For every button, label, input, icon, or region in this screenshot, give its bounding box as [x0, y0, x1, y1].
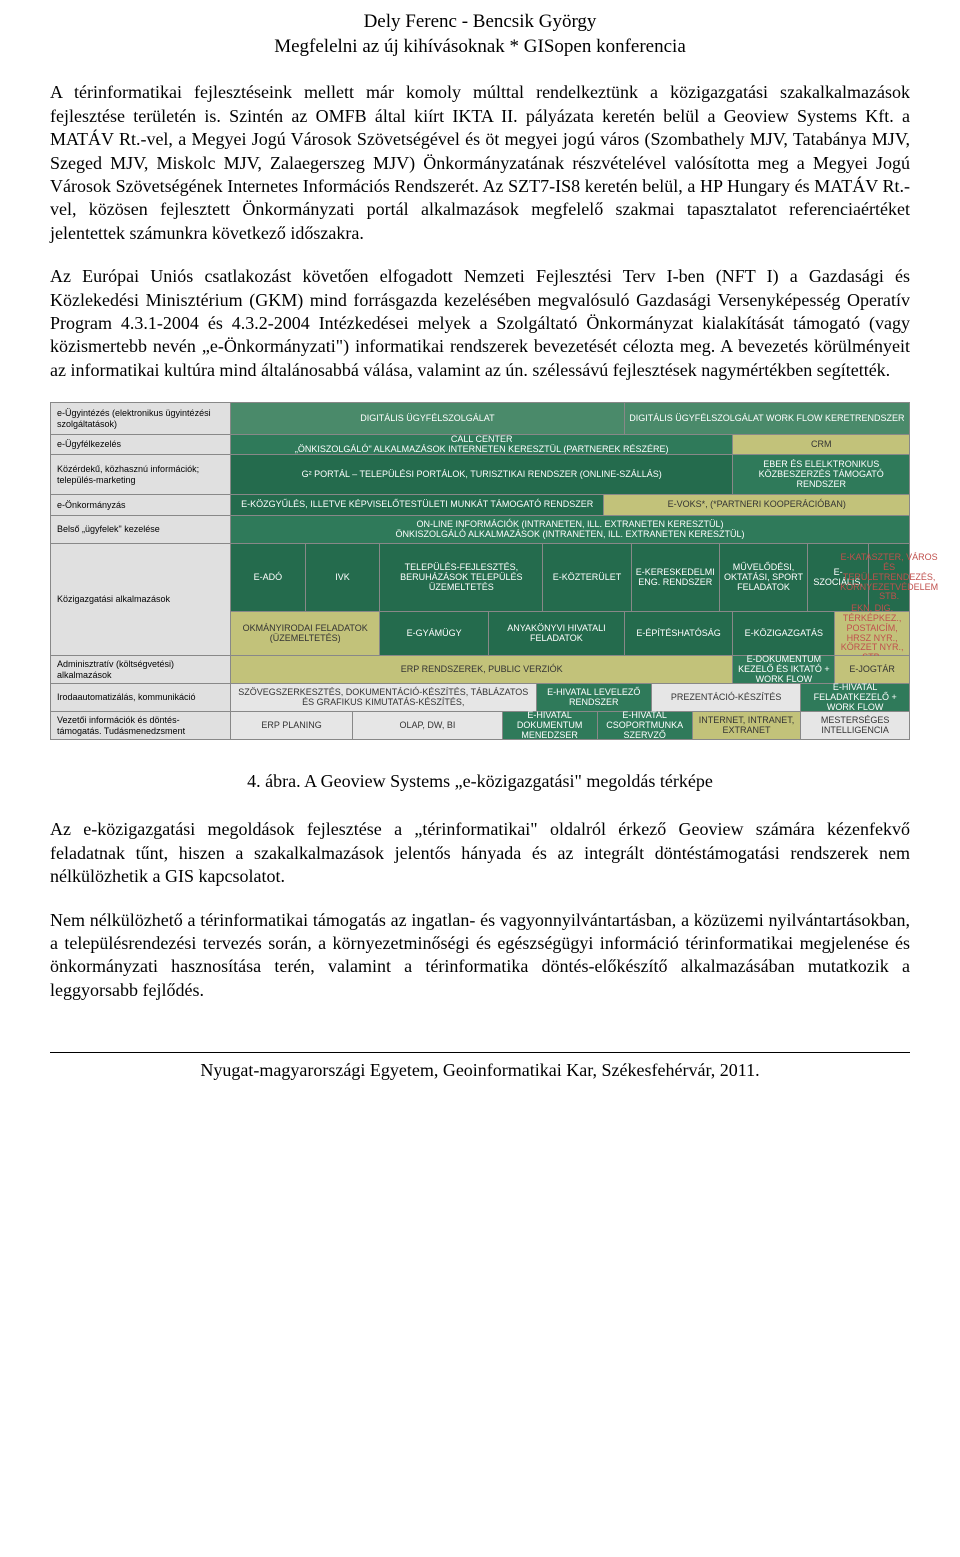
solution-map-diagram: e-Ügyintézés (elektronikus ügyintézési s… [50, 402, 910, 740]
diagram-cell: E-KÖZIGAZGATÁS [733, 612, 835, 656]
diagram-cell: E-GYÁMÜGY [380, 612, 489, 656]
paragraph-3: Az e-közigazgatási megoldások fejlesztés… [50, 818, 910, 888]
header-title: Megfelelni az új kihívásoknak * GISopen … [50, 35, 910, 60]
diagram-right-grid: DIGITÁLIS ÜGYFÉLSZOLGÁLATDIGITÁLIS ÜGYFÉ… [231, 403, 910, 740]
diagram-cell: E-ÉPÍTÉSHATÓSÁG [625, 612, 734, 656]
diagram-category: e-Önkormányzás [51, 495, 231, 516]
diagram-cell: E-KERESKEDELMI ENG. RENDSZER [632, 544, 720, 612]
diagram-cell: TELEPÜLÉS-FEJLESZTÉS, BERUHÁZÁSOK TELEPÜ… [380, 544, 543, 612]
footer-text: Nyugat-magyarországi Egyetem, Geoinforma… [50, 1059, 910, 1082]
diagram-left-categories: e-Ügyintézés (elektronikus ügyintézési s… [51, 403, 231, 740]
diagram-cell: MESTERSÉGES INTELLIGENCIA [801, 712, 910, 740]
diagram-cell: E-HIVATAL DOKUMENTUM MENEDZSER [503, 712, 598, 740]
diagram-cell: EBER ÉS ELELKTRONIKUS KÖZBESZERZÉS TÁMOG… [733, 455, 910, 495]
header-author: Dely Ferenc - Bencsik György [50, 10, 910, 35]
diagram-cell: IVK [306, 544, 381, 612]
footer-rule [50, 1052, 910, 1053]
diagram-cell: SZÖVEGSZERKESZTÉS, DOKUMENTÁCIÓ-KÉSZÍTÉS… [231, 684, 537, 712]
diagram-cell: EKN, DIG. TÉRKÉPKEZ., POSTAICÍM, HRSZ NY… [835, 612, 910, 656]
diagram-category: Irodaautomatizálás, kommunikáció [51, 684, 231, 712]
diagram-cell: CRM [733, 435, 910, 455]
diagram-cell: ERP PLANING [231, 712, 353, 740]
diagram-cell: DIGITÁLIS ÜGYFÉLSZOLGÁLAT WORK FLOW KERE… [625, 403, 910, 435]
diagram-category: Adminisztratív (költségvetési) alkalmazá… [51, 656, 231, 684]
diagram-category: e-Ügyfélkezelés [51, 435, 231, 455]
diagram-cell: DIGITÁLIS ÜGYFÉLSZOLGÁLAT [231, 403, 625, 435]
diagram-cell: PREZENTÁCIÓ-KÉSZÍTÉS [652, 684, 801, 712]
diagram-cell: E-KATASZTER, VÁROS ÉS TERÜLETRENDEZÉS, K… [869, 544, 910, 612]
diagram-cell: OKMÁNYIRODAI FELADATOK (ÜZEMELTETÉS) [231, 612, 380, 656]
diagram-cell: E-HIVATAL LEVELEZŐ RENDSZER [537, 684, 652, 712]
diagram-cell: E-KÖZGYŰLÉS, ILLETVE KÉPVISELŐTESTÜLETI … [231, 495, 604, 516]
diagram-cell: E-KÖZTERÜLET [543, 544, 631, 612]
diagram-cell: E-JOGTÁR [835, 656, 910, 684]
diagram-cell: E-VOKS*, (*PARTNERI KOOPERÁCIÓBAN) [604, 495, 910, 516]
diagram-category: Közérdekű, közhasznú információk; telepü… [51, 455, 231, 495]
diagram-category: Belső „ügyfelek" kezelése [51, 516, 231, 544]
diagram-cell: ANYAKÖNYVI HIVATALI FELADATOK [489, 612, 625, 656]
paragraph-2: Az Európai Uniós csatlakozást követően e… [50, 265, 910, 382]
diagram-category: Vezetői információk és döntés-támogatás.… [51, 712, 231, 740]
diagram-cell: E-DOKUMENTUM KEZELŐ ÉS IKTATÓ + WORK FLO… [733, 656, 835, 684]
diagram-cell: MŰVELŐDÉSI, OKTATÁSI, SPORT FELADATOK [720, 544, 808, 612]
diagram-cell: CALL CENTER „ÖNKISZOLGÁLÓ" ALKALMAZÁSOK … [231, 435, 733, 455]
diagram-cell: INTERNET, INTRANET, EXTRANET [693, 712, 802, 740]
diagram-cell: E-HIVATAL CSOPORTMUNKA SZERVZŐ [598, 712, 693, 740]
diagram-cell: E-HIVATAL FELADATKEZELŐ + WORK FLOW [801, 684, 910, 712]
figure-caption: 4. ábra. A Geoview Systems „e-közigazgat… [50, 770, 910, 793]
paragraph-1: A térinformatikai fejlesztéseink mellett… [50, 81, 910, 245]
diagram-cell: ERP RENDSZEREK, PUBLIC VERZIÓK [231, 656, 733, 684]
diagram-cell: G² PORTÁL – TELEPÜLÉSI PORTÁLOK, TURISZT… [231, 455, 733, 495]
paragraph-4: Nem nélkülözhető a térinformatikai támog… [50, 909, 910, 1003]
diagram-cell: ON-LINE INFORMÁCIÓK (INTRANETEN, ILL. EX… [231, 516, 910, 544]
diagram-category: e-Ügyintézés (elektronikus ügyintézési s… [51, 403, 231, 435]
diagram-cell: OLAP, DW, BI [353, 712, 502, 740]
diagram-category: Közigazgatási alkalmazások [51, 544, 231, 656]
diagram-cell: E-ADÓ [231, 544, 306, 612]
